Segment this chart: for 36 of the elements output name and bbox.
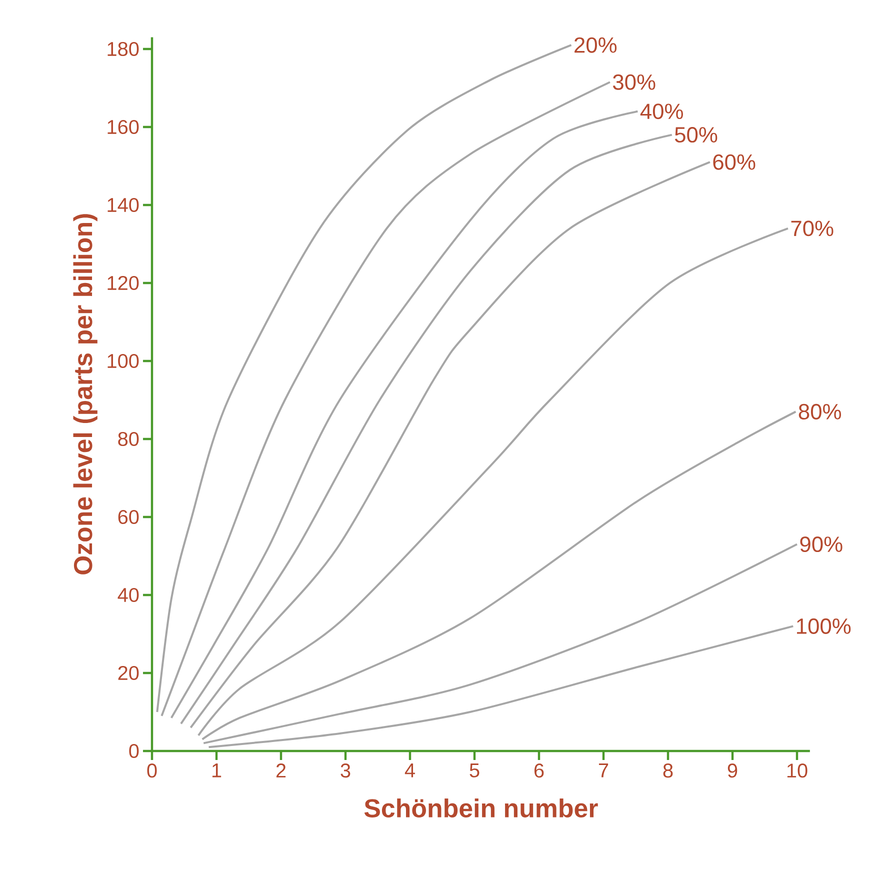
x-tick-label: 1 (212, 764, 222, 778)
series-label: 80% (798, 404, 841, 420)
y-tick-label: 40 (118, 588, 139, 602)
line-series (197, 227, 789, 736)
y-tick-label: 80 (118, 432, 139, 446)
x-tick-label: 9 (728, 764, 738, 778)
series-label: 20% (574, 37, 617, 53)
x-tick-label: 7 (598, 764, 608, 778)
x-axis-title: Schönbein number (364, 798, 598, 818)
x-tick-label: 4 (404, 764, 415, 778)
y-tick-label: 60 (118, 510, 139, 524)
x-tick-label: 6 (534, 764, 544, 778)
series-label: 100% (797, 618, 851, 634)
series-label: 70% (791, 220, 834, 236)
y-tick-label: 140 (108, 198, 139, 212)
y-tick-label: 100 (108, 354, 139, 368)
x-tick-label: 0 (147, 764, 157, 778)
y-tick-label: 160 (108, 120, 139, 134)
series-label: 30% (612, 74, 656, 90)
series-label: 60% (713, 154, 756, 170)
y-tick-label: 120 (108, 276, 139, 290)
y-axis-title: Ozone level (parts per billion) (73, 214, 98, 574)
series-label: 40% (640, 104, 683, 120)
y-tick-label: 180 (108, 42, 139, 56)
y-tick-label: 20 (118, 666, 139, 680)
series-label: 90% (800, 536, 842, 552)
x-tick-label: 5 (470, 764, 480, 778)
x-tick-label: 8 (663, 764, 673, 778)
line-series (201, 410, 797, 740)
line-series (208, 625, 794, 748)
x-tick-label: 2 (276, 764, 286, 778)
line-series (202, 543, 798, 744)
x-tick-label: 3 (340, 764, 350, 778)
x-tick-label: 10 (787, 764, 808, 778)
series-label: 50% (674, 127, 718, 143)
y-tick-label: 0 (129, 744, 139, 758)
